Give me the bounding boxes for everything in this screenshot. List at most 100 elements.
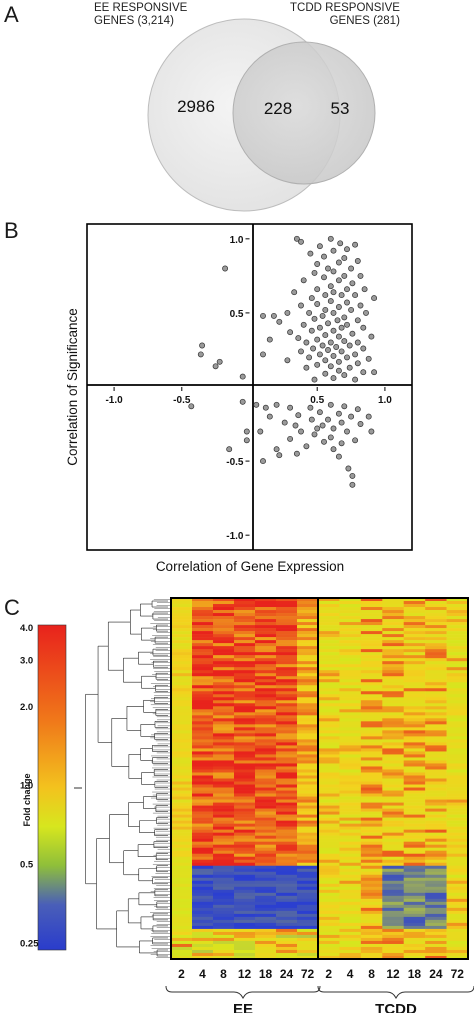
heatmap-cell (192, 631, 214, 635)
scatter-point (341, 338, 348, 345)
heatmap-cell (192, 652, 214, 656)
heatmap-cell (318, 907, 340, 912)
heatmap-cell (213, 877, 235, 882)
scatter-point (284, 309, 291, 316)
heatmap-cell (213, 760, 235, 764)
scatter-point (314, 361, 321, 368)
scatter-point (319, 312, 326, 319)
heatmap-cell (339, 793, 362, 797)
scatter-point (338, 324, 345, 331)
heatmap-cell (171, 718, 193, 722)
heatmap-cell (339, 880, 362, 885)
heatmap-cell (255, 841, 277, 845)
heatmap-cell (382, 757, 405, 761)
heatmap-cell (360, 949, 383, 954)
heatmap-cell (425, 688, 447, 692)
heatmap-cell (318, 658, 340, 662)
heatmap-cell (192, 886, 214, 891)
heatmap-cell (403, 808, 426, 812)
heatmap-cell (318, 700, 340, 704)
heatmap-cell (425, 622, 447, 626)
heatmap-cell (171, 892, 193, 897)
heatmap-cell (339, 628, 362, 632)
heatmap-cell (213, 799, 235, 803)
heatmap-cell (382, 913, 405, 918)
heatmap-cell (318, 757, 340, 761)
heatmap-cell (425, 943, 447, 948)
heatmap-cell (382, 862, 405, 867)
heatmap-cell (213, 610, 235, 614)
heatmap-cell (297, 637, 319, 641)
heatmap-cell (255, 616, 277, 620)
heatmap-cell (171, 817, 193, 821)
scatter-point (298, 348, 304, 355)
heatmap-cell (234, 841, 256, 845)
heatmap-column-label: 72 (301, 967, 315, 981)
heatmap-cell (213, 628, 235, 632)
heatmap-cell (255, 772, 277, 776)
heatmap-cell (255, 769, 277, 773)
scatter-point (357, 302, 364, 309)
heatmap-cell (318, 739, 340, 743)
heatmap-cell (446, 856, 469, 861)
heatmap-cell (339, 895, 362, 900)
heatmap-cell (425, 832, 447, 836)
heatmap-cell (318, 808, 340, 812)
heatmap-cell (360, 781, 383, 785)
heatmap-cell (403, 871, 426, 876)
heatmap-cell (382, 895, 405, 900)
heatmap-cell (276, 943, 298, 948)
heatmap-cell (213, 904, 235, 909)
heatmap-cell (192, 658, 214, 662)
heatmap-cell (446, 916, 469, 921)
heatmap-cell (255, 865, 277, 870)
heatmap-cell (318, 898, 340, 903)
heatmap-cell (276, 835, 298, 839)
heatmap-cell (192, 664, 214, 668)
heatmap-cell (425, 853, 447, 858)
heatmap-cell (382, 658, 405, 662)
heatmap-cell (276, 601, 298, 605)
heatmap-cell (255, 685, 277, 689)
heatmap-cell (318, 790, 340, 794)
heatmap-cell (318, 697, 340, 701)
heatmap-cell (297, 667, 319, 671)
heatmap-cell (360, 814, 383, 818)
heatmap-cell (446, 640, 469, 644)
heatmap-cell (382, 949, 405, 954)
heatmap-cell (192, 763, 214, 767)
scatter-point (334, 317, 341, 324)
heatmap-cell (446, 766, 469, 770)
heatmap-cell (360, 847, 383, 851)
heatmap-cell (360, 673, 383, 677)
heatmap-cell (171, 676, 193, 680)
heatmap-cell (403, 631, 426, 635)
heatmap-cell (403, 673, 426, 677)
heatmap-cell (382, 838, 405, 842)
heatmap-cell (403, 811, 426, 815)
heatmap-cell (297, 679, 319, 683)
heatmap-cell (382, 889, 405, 894)
heatmap-cell (255, 850, 277, 855)
heatmap-cell (171, 898, 193, 903)
heatmap-cell (382, 931, 405, 936)
scatter-point (316, 324, 323, 331)
heatmap-cell (234, 721, 256, 725)
heatmap-column-label: 72 (451, 967, 465, 981)
heatmap-cell (403, 787, 426, 791)
heatmap-cell (234, 883, 256, 888)
heatmap-cell (360, 727, 383, 731)
heatmap-cell (234, 727, 256, 731)
heatmap-cell (425, 751, 447, 755)
heatmap-cell (339, 871, 362, 876)
heatmap-cell (276, 883, 298, 888)
heatmap-cell (425, 691, 447, 695)
heatmap-cell (213, 706, 235, 710)
heatmap-column-label: 2 (325, 967, 332, 981)
heatmap-cell (213, 790, 235, 794)
heatmap-cell (192, 673, 214, 677)
heatmap-cell (234, 691, 256, 695)
heatmap-cell (297, 718, 319, 722)
heatmap-cell (192, 790, 214, 794)
heatmap-cell (382, 871, 405, 876)
